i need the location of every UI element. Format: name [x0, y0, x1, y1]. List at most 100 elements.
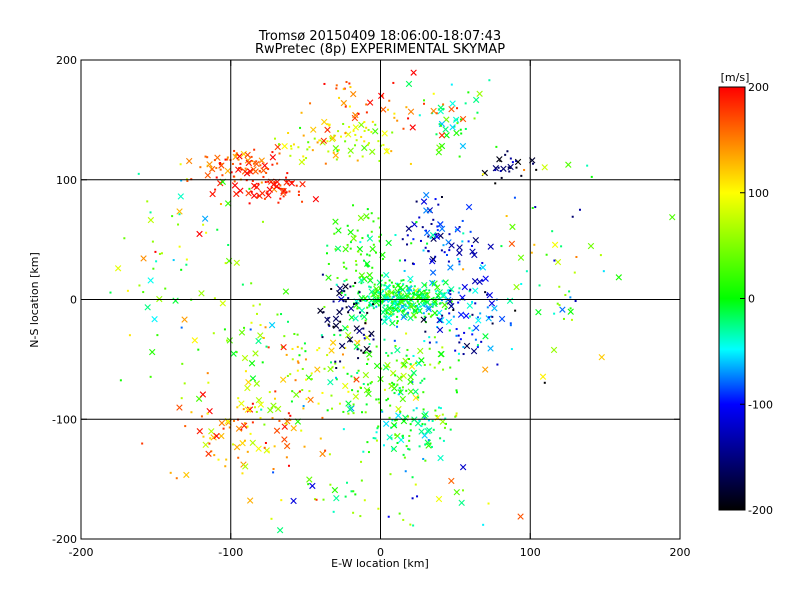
- data-point-dot: [375, 305, 378, 308]
- data-point-x: [342, 283, 349, 290]
- data-point-dot: [228, 426, 231, 429]
- data-point-dot: [399, 288, 402, 291]
- data-point-x: [279, 376, 287, 383]
- data-point-x: [567, 308, 574, 315]
- data-point-x: [366, 351, 373, 358]
- data-point-dot: [419, 288, 422, 291]
- data-point-dot: [393, 112, 396, 115]
- data-point-dot: [396, 320, 399, 323]
- data-point-dot: [381, 95, 384, 98]
- data-point-dot: [400, 296, 403, 299]
- data-point-dot: [403, 269, 406, 272]
- data-point-dot: [394, 419, 397, 422]
- data-point-x: [429, 257, 436, 265]
- data-point-dot: [375, 398, 378, 401]
- data-point-x: [472, 287, 479, 294]
- data-point-dot: [290, 145, 293, 148]
- data-point-x: [551, 241, 559, 249]
- data-point-x: [265, 192, 272, 199]
- data-point-dot: [407, 447, 410, 450]
- data-point-dot: [396, 441, 399, 444]
- data-point-dot: [515, 159, 518, 162]
- data-point-dot: [226, 156, 229, 159]
- data-point-dot: [276, 185, 279, 188]
- data-point-dot: [330, 394, 333, 397]
- data-point-x: [307, 396, 314, 403]
- data-point-x: [426, 427, 433, 434]
- data-point-x: [363, 345, 370, 353]
- data-point-dot: [368, 285, 371, 288]
- data-point-dot: [381, 300, 384, 303]
- data-point-dot: [423, 377, 426, 380]
- data-point-dot: [352, 285, 355, 288]
- data-point-x: [186, 157, 193, 165]
- data-point-dot: [462, 345, 465, 348]
- data-point-dot: [458, 263, 461, 266]
- data-point-x: [417, 347, 424, 355]
- data-point-dot: [433, 336, 436, 339]
- data-point-dot: [297, 193, 300, 196]
- data-point-dot: [399, 389, 402, 392]
- data-point-dot: [257, 182, 260, 185]
- data-point-dot: [287, 464, 290, 467]
- data-point-dot: [355, 302, 358, 305]
- data-point-dot: [309, 102, 312, 105]
- data-point-dot: [233, 149, 236, 152]
- data-point-dot: [349, 340, 352, 343]
- chart-title-line1: Tromsø 20150409 18:06:00-18:07:43: [258, 29, 501, 44]
- data-point-dot: [407, 289, 410, 292]
- data-point-x: [276, 527, 284, 534]
- data-point-x: [421, 432, 428, 439]
- data-point-dot: [169, 471, 172, 474]
- data-point-dot: [342, 261, 345, 264]
- data-point-dot: [354, 493, 357, 496]
- data-point-dot: [251, 160, 254, 163]
- data-point-dot: [442, 368, 445, 371]
- data-point-dot: [278, 152, 281, 155]
- data-point-x: [400, 313, 407, 321]
- data-point-x: [447, 264, 454, 271]
- data-point-dot: [353, 234, 356, 237]
- data-point-x: [364, 260, 371, 267]
- data-point-dot: [427, 235, 430, 238]
- data-point-dot: [412, 311, 415, 314]
- data-point-dot: [387, 397, 390, 400]
- data-point-dot: [264, 326, 267, 329]
- data-point-x: [281, 436, 288, 443]
- data-point-dot: [350, 375, 353, 378]
- data-point-dot: [430, 445, 433, 448]
- data-point-dot: [240, 428, 243, 431]
- data-point-dot: [142, 291, 145, 294]
- data-point-x: [423, 207, 430, 214]
- data-point-dot: [459, 128, 462, 131]
- data-point-dot: [372, 303, 375, 306]
- data-point-dot: [506, 150, 509, 153]
- data-point-dot: [342, 122, 345, 125]
- data-point-dot: [418, 303, 421, 306]
- data-point-dot: [307, 483, 310, 486]
- data-point-dot: [219, 161, 222, 164]
- data-point-dot: [361, 237, 364, 240]
- data-point-dot: [509, 322, 512, 325]
- data-point-dot: [419, 239, 422, 242]
- data-point-dot: [342, 410, 345, 413]
- data-point-dot: [442, 107, 445, 110]
- data-point-x: [381, 306, 389, 313]
- data-point-dot: [243, 422, 246, 425]
- data-point-dot: [434, 409, 437, 412]
- data-point-x: [114, 265, 122, 272]
- data-point-dot: [343, 265, 346, 268]
- data-point-dot: [181, 362, 184, 365]
- data-point-dot: [180, 179, 183, 182]
- data-point-x: [454, 226, 461, 233]
- data-point-x: [140, 255, 147, 262]
- data-point-dot: [476, 111, 479, 114]
- data-point-dot: [407, 301, 410, 304]
- data-point-dot: [364, 351, 367, 354]
- data-point-dot: [330, 288, 333, 291]
- data-point-x: [273, 427, 281, 434]
- data-point-dot: [370, 212, 373, 215]
- data-point-dot: [219, 203, 222, 206]
- data-point-x: [438, 316, 445, 324]
- data-point-dot: [412, 296, 415, 299]
